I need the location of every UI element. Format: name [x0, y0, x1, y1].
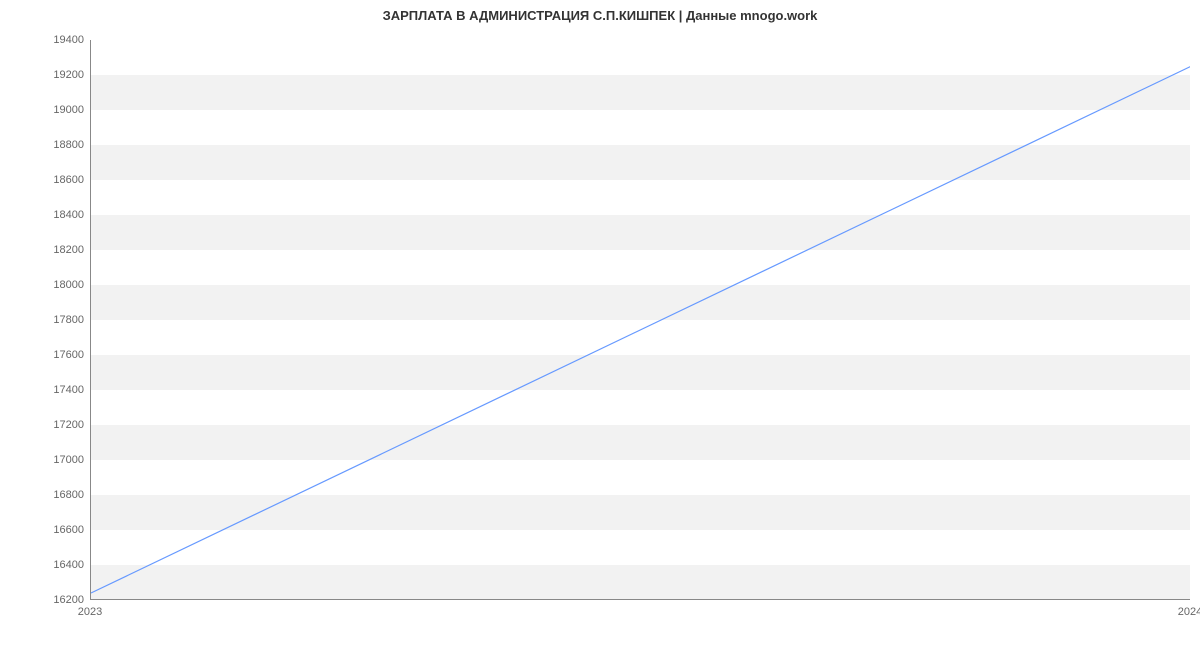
y-tick-label: 18400 — [0, 209, 90, 221]
y-axis-labels: 1620016400166001680017000172001740017600… — [0, 40, 90, 600]
y-tick-label: 16600 — [0, 524, 90, 536]
y-tick-label: 18200 — [0, 244, 90, 256]
series-line-salary — [91, 66, 1190, 593]
y-tick-label: 17800 — [0, 314, 90, 326]
x-tick-label: 2024 — [1178, 606, 1200, 618]
y-tick-label: 16800 — [0, 489, 90, 501]
y-tick-label: 19400 — [0, 34, 90, 46]
y-tick-label: 17400 — [0, 384, 90, 396]
y-tick-label: 18000 — [0, 279, 90, 291]
chart-title: ЗАРПЛАТА В АДМИНИСТРАЦИЯ С.П.КИШПЕК | Да… — [0, 8, 1200, 23]
y-tick-label: 16200 — [0, 594, 90, 606]
x-tick-label: 2023 — [78, 606, 102, 618]
line-layer — [91, 40, 1190, 600]
y-tick-label: 17600 — [0, 349, 90, 361]
y-tick-label: 18800 — [0, 139, 90, 151]
y-tick-label: 18600 — [0, 174, 90, 186]
y-tick-label: 17200 — [0, 419, 90, 431]
y-tick-label: 17000 — [0, 454, 90, 466]
salary-chart: ЗАРПЛАТА В АДМИНИСТРАЦИЯ С.П.КИШПЕК | Да… — [0, 0, 1200, 650]
y-tick-label: 16400 — [0, 559, 90, 571]
y-tick-label: 19200 — [0, 69, 90, 81]
plot-area — [90, 40, 1190, 600]
y-tick-label: 19000 — [0, 104, 90, 116]
